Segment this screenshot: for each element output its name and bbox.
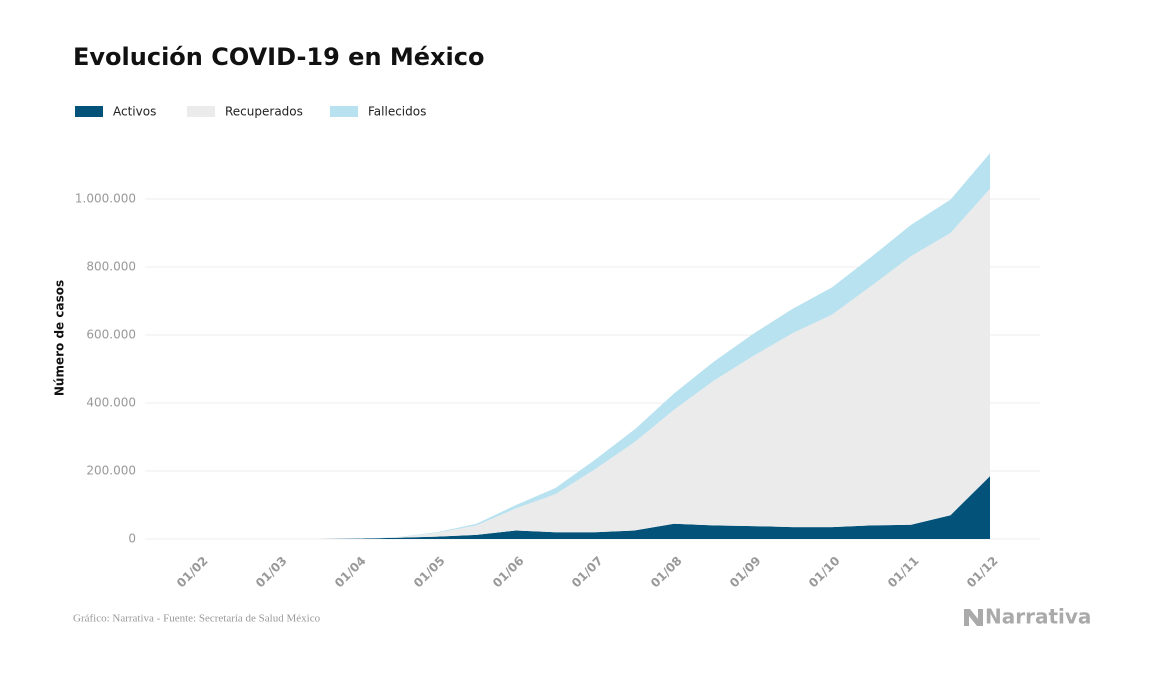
x-tick-label: 01/03 xyxy=(253,554,290,591)
y-tick-label: 0 xyxy=(128,532,136,546)
x-tick-label: 01/06 xyxy=(490,554,527,591)
source: Gráfico: Narrativa - Fuente: Secretaría … xyxy=(73,613,321,625)
legend-swatch xyxy=(187,106,215,117)
x-tick-label: 01/12 xyxy=(964,554,1001,591)
y-tick-label: 400.000 xyxy=(86,396,136,410)
x-tick-label: 01/07 xyxy=(569,554,606,591)
x-tick-label: 01/11 xyxy=(885,554,922,591)
area xyxy=(200,153,990,539)
legend-label: Activos xyxy=(113,105,156,119)
area xyxy=(200,188,990,540)
legend-swatch xyxy=(75,106,103,117)
x-tick-label: 01/05 xyxy=(411,554,448,591)
y-tick-label: 600.000 xyxy=(86,328,136,342)
x-tick-label: 01/10 xyxy=(806,554,843,591)
y-tick-label: 1.000.000 xyxy=(75,192,136,206)
x-tick-label: 01/02 xyxy=(174,554,211,591)
brand-logo: Narrativa xyxy=(964,605,1091,629)
area xyxy=(200,476,990,539)
y-tick-label: 200.000 xyxy=(86,464,136,478)
brand-icon xyxy=(964,609,983,626)
y-axis-title: Número de casos xyxy=(53,280,67,396)
x-tick-label: 01/09 xyxy=(727,554,764,591)
chart-title: Evolución COVID-19 en México xyxy=(73,43,484,71)
x-tick-label: 01/08 xyxy=(648,554,685,591)
brand-name: Narrativa xyxy=(985,605,1091,629)
legend-label: Fallecidos xyxy=(368,105,426,119)
y-tick-label: 800.000 xyxy=(86,260,136,274)
legend-label: Recuperados xyxy=(225,105,303,119)
legend-swatch xyxy=(330,106,358,117)
x-tick-label: 01/04 xyxy=(332,554,369,591)
